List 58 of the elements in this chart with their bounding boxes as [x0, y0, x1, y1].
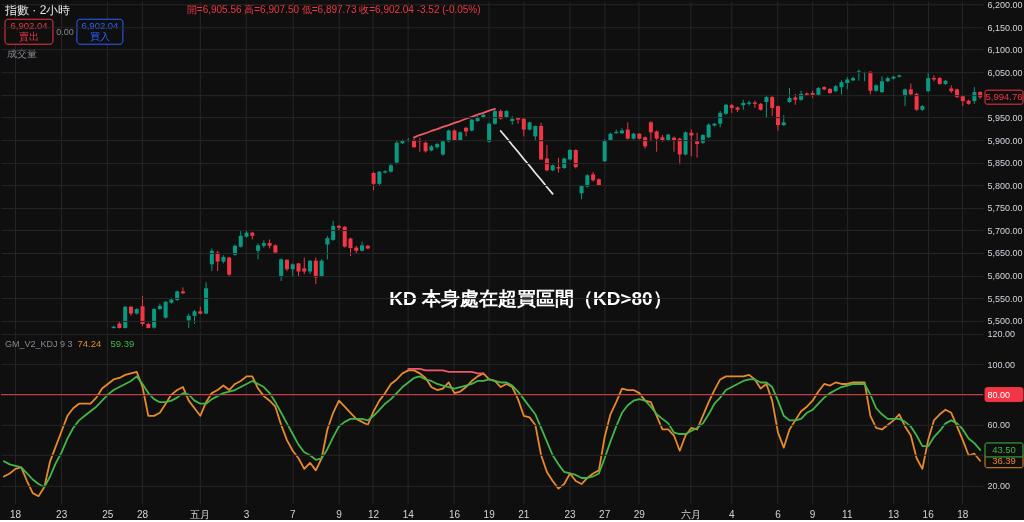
- x-tick-label: 六月: [681, 509, 702, 521]
- x-tick-label: 19: [483, 509, 496, 521]
- y-tick-label: 80.00: [987, 390, 1011, 401]
- text: 59.39: [110, 337, 135, 349]
- y-tick-label: 5,950.00: [987, 112, 1023, 123]
- x-tick-label: 16: [448, 509, 461, 521]
- x-tick-label: 13: [887, 509, 900, 521]
- x-tick-label: 18: [957, 509, 969, 521]
- x-tick-label: 3: [243, 509, 250, 521]
- x-tick-label: 18: [9, 509, 22, 521]
- x-tick-label: 9: [809, 509, 816, 521]
- chart-title: 指數 · 2小時: [4, 3, 71, 18]
- y-tick-label: 5,550.00: [987, 293, 1023, 304]
- annotation: 5,994.76: [985, 91, 1023, 103]
- x-tick-label: 4: [728, 509, 735, 521]
- x-tick-label: 28: [136, 509, 149, 521]
- x-tick-label: 21: [518, 509, 530, 521]
- annotation: KD 本身處在超買區間（KD>80）: [389, 287, 672, 309]
- y-tick-label: 100.00: [987, 359, 1016, 370]
- x-tick-label: 9: [336, 509, 343, 521]
- annotation: 開=6,905.56 高=6,907.50 低=6,897.73 收=6,902.04 -3.52 (-0.05%): [186, 4, 481, 16]
- legend-title: GM_V2_KDJ 9 3: [5, 338, 73, 349]
- data-label: 36.39: [992, 454, 1016, 466]
- y-tick-label: 5,800.00: [987, 180, 1023, 191]
- x-tick-label: 29: [633, 509, 646, 521]
- annotation: 0.00: [56, 27, 74, 38]
- x-tick-label: 7: [289, 509, 296, 521]
- y-tick-label: 60.00: [987, 420, 1011, 431]
- annotation: 賣出: [18, 31, 39, 43]
- x-tick-label: 23: [56, 509, 68, 521]
- y-tick-label: 5,750.00: [987, 203, 1023, 214]
- x-tick-label: 23: [564, 509, 576, 521]
- x-tick-label: 11: [842, 509, 853, 521]
- y-tick-label: 5,700.00: [987, 225, 1023, 236]
- annotation: 成交量: [6, 48, 37, 60]
- y-tick-label: 5,850.00: [987, 158, 1023, 169]
- text: 74.24: [77, 337, 102, 349]
- x-tick-label: 27: [599, 509, 611, 521]
- y-tick-label: 5,600.00: [987, 271, 1023, 282]
- x-tick-label: 6: [775, 509, 782, 521]
- x-tick-label: 14: [402, 509, 415, 521]
- x-tick-label: 25: [102, 509, 114, 521]
- y-tick-label: 6,100.00: [987, 45, 1023, 56]
- y-tick-label: 6,150.00: [987, 22, 1023, 33]
- y-tick-label: 6,050.00: [987, 67, 1023, 78]
- y-tick-label: 5,650.00: [987, 248, 1023, 259]
- y-tick-label: 6,200.00: [987, 0, 1023, 10]
- y-tick-label: 20.00: [987, 481, 1011, 492]
- annotation: 買入: [89, 31, 110, 43]
- data-label: 43.50: [992, 443, 1016, 455]
- x-tick-label: 12: [368, 509, 380, 521]
- y-tick-label: 120.00: [987, 329, 1016, 340]
- x-tick-label: 五月: [190, 509, 211, 521]
- annotation: 6,902.04: [10, 20, 48, 32]
- y-tick-label: 5,500.00: [987, 316, 1023, 327]
- y-tick-label: 5,900.00: [987, 135, 1023, 146]
- annotation: 6,902.04: [81, 20, 119, 32]
- x-tick-label: 16: [922, 509, 935, 521]
